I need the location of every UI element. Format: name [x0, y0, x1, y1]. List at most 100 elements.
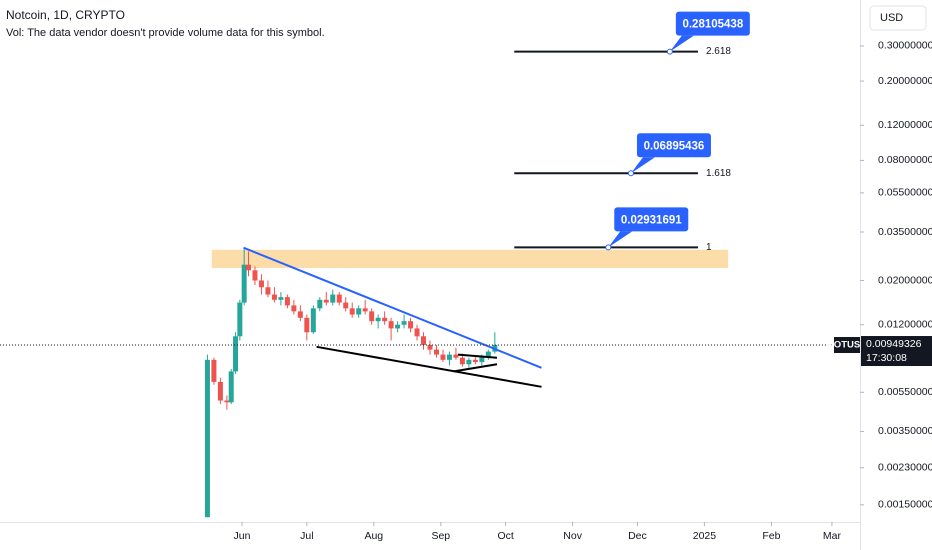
callout-box — [636, 133, 711, 158]
x-tick-label: Sep — [431, 530, 450, 542]
candle-body — [336, 294, 342, 303]
x-tick-label: Nov — [563, 530, 582, 542]
countdown-label: 17:30:08 — [866, 352, 907, 364]
currency-label[interactable]: USD — [880, 12, 903, 24]
fib-ratio: 2.618 — [706, 46, 731, 57]
candle-body — [427, 344, 433, 350]
symbol-label: NOTUSD — [827, 340, 867, 351]
candle-body — [446, 354, 452, 360]
y-tick-label: 0.00230000 — [878, 462, 932, 474]
candle-body — [278, 297, 284, 300]
candle-body — [421, 336, 427, 345]
candle-body — [382, 317, 388, 322]
x-tick-label: 2025 — [693, 530, 717, 542]
candle-body — [375, 317, 381, 322]
price-label: 0.00949326 — [866, 338, 922, 350]
candle-body — [440, 354, 446, 360]
callout-label: 0.02931691 — [621, 214, 682, 226]
candle-body — [459, 357, 465, 365]
trendline — [243, 246, 542, 369]
candle-body — [343, 302, 349, 309]
resistance-zone — [211, 249, 729, 269]
y-tick-label: 0.00150000 — [878, 499, 932, 511]
y-tick-label: 0.20000000 — [878, 75, 932, 87]
x-tick-label: Aug — [364, 530, 383, 542]
x-tick-label: Oct — [497, 530, 513, 542]
callout-box — [614, 207, 689, 232]
y-tick-label: 0.00350000 — [878, 425, 932, 437]
candle-body — [317, 299, 323, 309]
callout-label: 0.28105438 — [682, 19, 743, 31]
callout-label: 0.06895436 — [644, 140, 705, 152]
y-tick-label: 0.02000000 — [878, 274, 932, 286]
candle-body — [453, 354, 459, 358]
candle-body — [233, 336, 239, 372]
trendline — [453, 363, 498, 373]
y-tick-label: 0.00550000 — [878, 386, 932, 398]
currency-button[interactable] — [869, 5, 927, 31]
x-tick-label: Jun — [234, 530, 251, 542]
candle-body — [408, 321, 414, 329]
candle-body — [466, 359, 472, 365]
y-tick-label: 0.08000000 — [878, 154, 932, 166]
candle-body — [369, 311, 375, 322]
candle-body — [252, 270, 258, 281]
callout-pointer — [630, 157, 655, 174]
y-tick-label: 0.12000000 — [878, 119, 932, 131]
candle-body — [291, 305, 297, 312]
fib-ratio: 1 — [706, 242, 712, 253]
candle-body — [362, 308, 368, 312]
x-tick-label: Dec — [628, 530, 647, 542]
callout-anchor — [627, 170, 634, 177]
candle-body — [245, 264, 251, 271]
trendline — [316, 345, 542, 388]
candle-body — [330, 294, 336, 303]
callout-anchor — [666, 48, 673, 55]
chart-title: Notcoin, 1D, CRYPTO — [6, 8, 125, 22]
candle-body — [271, 294, 277, 300]
candle-body — [472, 359, 478, 363]
candle-body — [401, 321, 407, 325]
candle-body — [217, 381, 223, 401]
candle-body — [479, 356, 485, 363]
candle-body — [284, 297, 290, 306]
y-tick-label: 0.01200000 — [878, 319, 932, 331]
candle-body — [310, 308, 316, 333]
callout-box — [675, 11, 750, 36]
candle-body — [485, 351, 491, 357]
candle-body — [237, 302, 243, 337]
x-tick-label: Jul — [300, 530, 313, 542]
y-tick-label: 0.03500000 — [878, 226, 932, 238]
y-tick-label: 0.05500000 — [878, 187, 932, 199]
candle-body — [356, 308, 362, 315]
candle-body — [258, 280, 264, 288]
candle-body — [388, 321, 394, 329]
fib-ratio: 1.618 — [706, 168, 731, 179]
candle-body — [204, 359, 210, 518]
price-tag — [861, 336, 932, 367]
candle-body — [241, 264, 247, 303]
callout-anchor — [605, 244, 612, 251]
plot: 2.618 0.28105438 1.618 0.06895436 1 0.0293169… — [204, 11, 750, 518]
x-tick-label: Feb — [762, 530, 780, 542]
candle-body — [414, 328, 420, 337]
trendline — [458, 353, 498, 359]
candle-body — [297, 311, 303, 318]
candle-body — [304, 317, 310, 333]
candle-body — [228, 371, 234, 403]
y-tick-label: 0.30000000 — [878, 40, 932, 52]
symbol-tag — [834, 337, 860, 354]
candle-body — [265, 287, 271, 295]
candle-body — [349, 308, 355, 315]
candle-body — [323, 299, 329, 303]
x-tick-label: Mar — [823, 530, 842, 542]
candle-body — [433, 349, 439, 355]
callout-pointer — [608, 231, 633, 248]
candle-body — [395, 324, 401, 329]
candle-body — [211, 359, 217, 382]
candle-body — [224, 400, 230, 403]
callout-pointer — [669, 35, 694, 52]
chart-subtitle: Vol: The data vendor doesn't provide vol… — [6, 27, 325, 39]
